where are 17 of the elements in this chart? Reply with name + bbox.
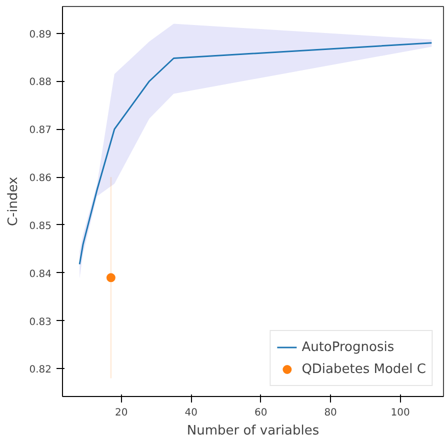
x-tick-label: 100 [390,408,410,418]
y-tick-label: 0.88 [29,77,52,88]
legend-label: QDiabetes Model C [302,362,426,376]
y-tick-label: 0.82 [29,364,52,376]
y-tick-label: 0.87 [29,125,52,136]
legend-label: AutoPrognosis [302,340,394,354]
y-tick-label: 0.84 [29,268,52,280]
x-tick-label: 60 [254,408,268,418]
y-tick-label: 0.83 [29,316,52,328]
y-tick-label: 0.86 [29,173,52,184]
y-tick-label: 0.85 [29,220,52,232]
y-tick-label: 0.89 [29,29,52,40]
x-tick-label: 40 [184,408,198,418]
x-tick-label: 80 [324,408,337,418]
x-tick-label: 20 [115,408,128,418]
y-axis-title: C-index [6,176,22,226]
x-axis-title: Number of variables [186,424,320,438]
